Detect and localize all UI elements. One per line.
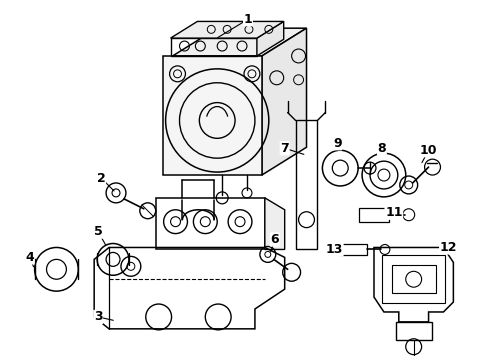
- Text: 13: 13: [325, 243, 342, 256]
- Text: 5: 5: [94, 225, 102, 238]
- Text: 2: 2: [97, 171, 105, 185]
- Text: 10: 10: [419, 144, 436, 157]
- Text: 8: 8: [377, 142, 386, 155]
- Text: 7: 7: [280, 142, 288, 155]
- Bar: [391, 265, 435, 293]
- Bar: [339, 243, 366, 255]
- Bar: [358, 208, 388, 222]
- Text: 1: 1: [243, 13, 252, 26]
- Polygon shape: [172, 28, 306, 56]
- Text: 9: 9: [332, 137, 341, 150]
- Polygon shape: [256, 22, 283, 56]
- Text: 12: 12: [439, 241, 456, 254]
- Text: 4: 4: [25, 251, 34, 264]
- Text: 11: 11: [385, 206, 402, 219]
- Text: 3: 3: [94, 310, 102, 323]
- Bar: [395, 322, 431, 340]
- Text: 6: 6: [270, 233, 279, 246]
- Bar: [163, 56, 262, 175]
- Polygon shape: [170, 22, 283, 38]
- Bar: [295, 121, 317, 249]
- Polygon shape: [262, 28, 306, 175]
- Bar: [381, 255, 445, 303]
- Bar: [155, 198, 264, 249]
- Polygon shape: [264, 198, 284, 249]
